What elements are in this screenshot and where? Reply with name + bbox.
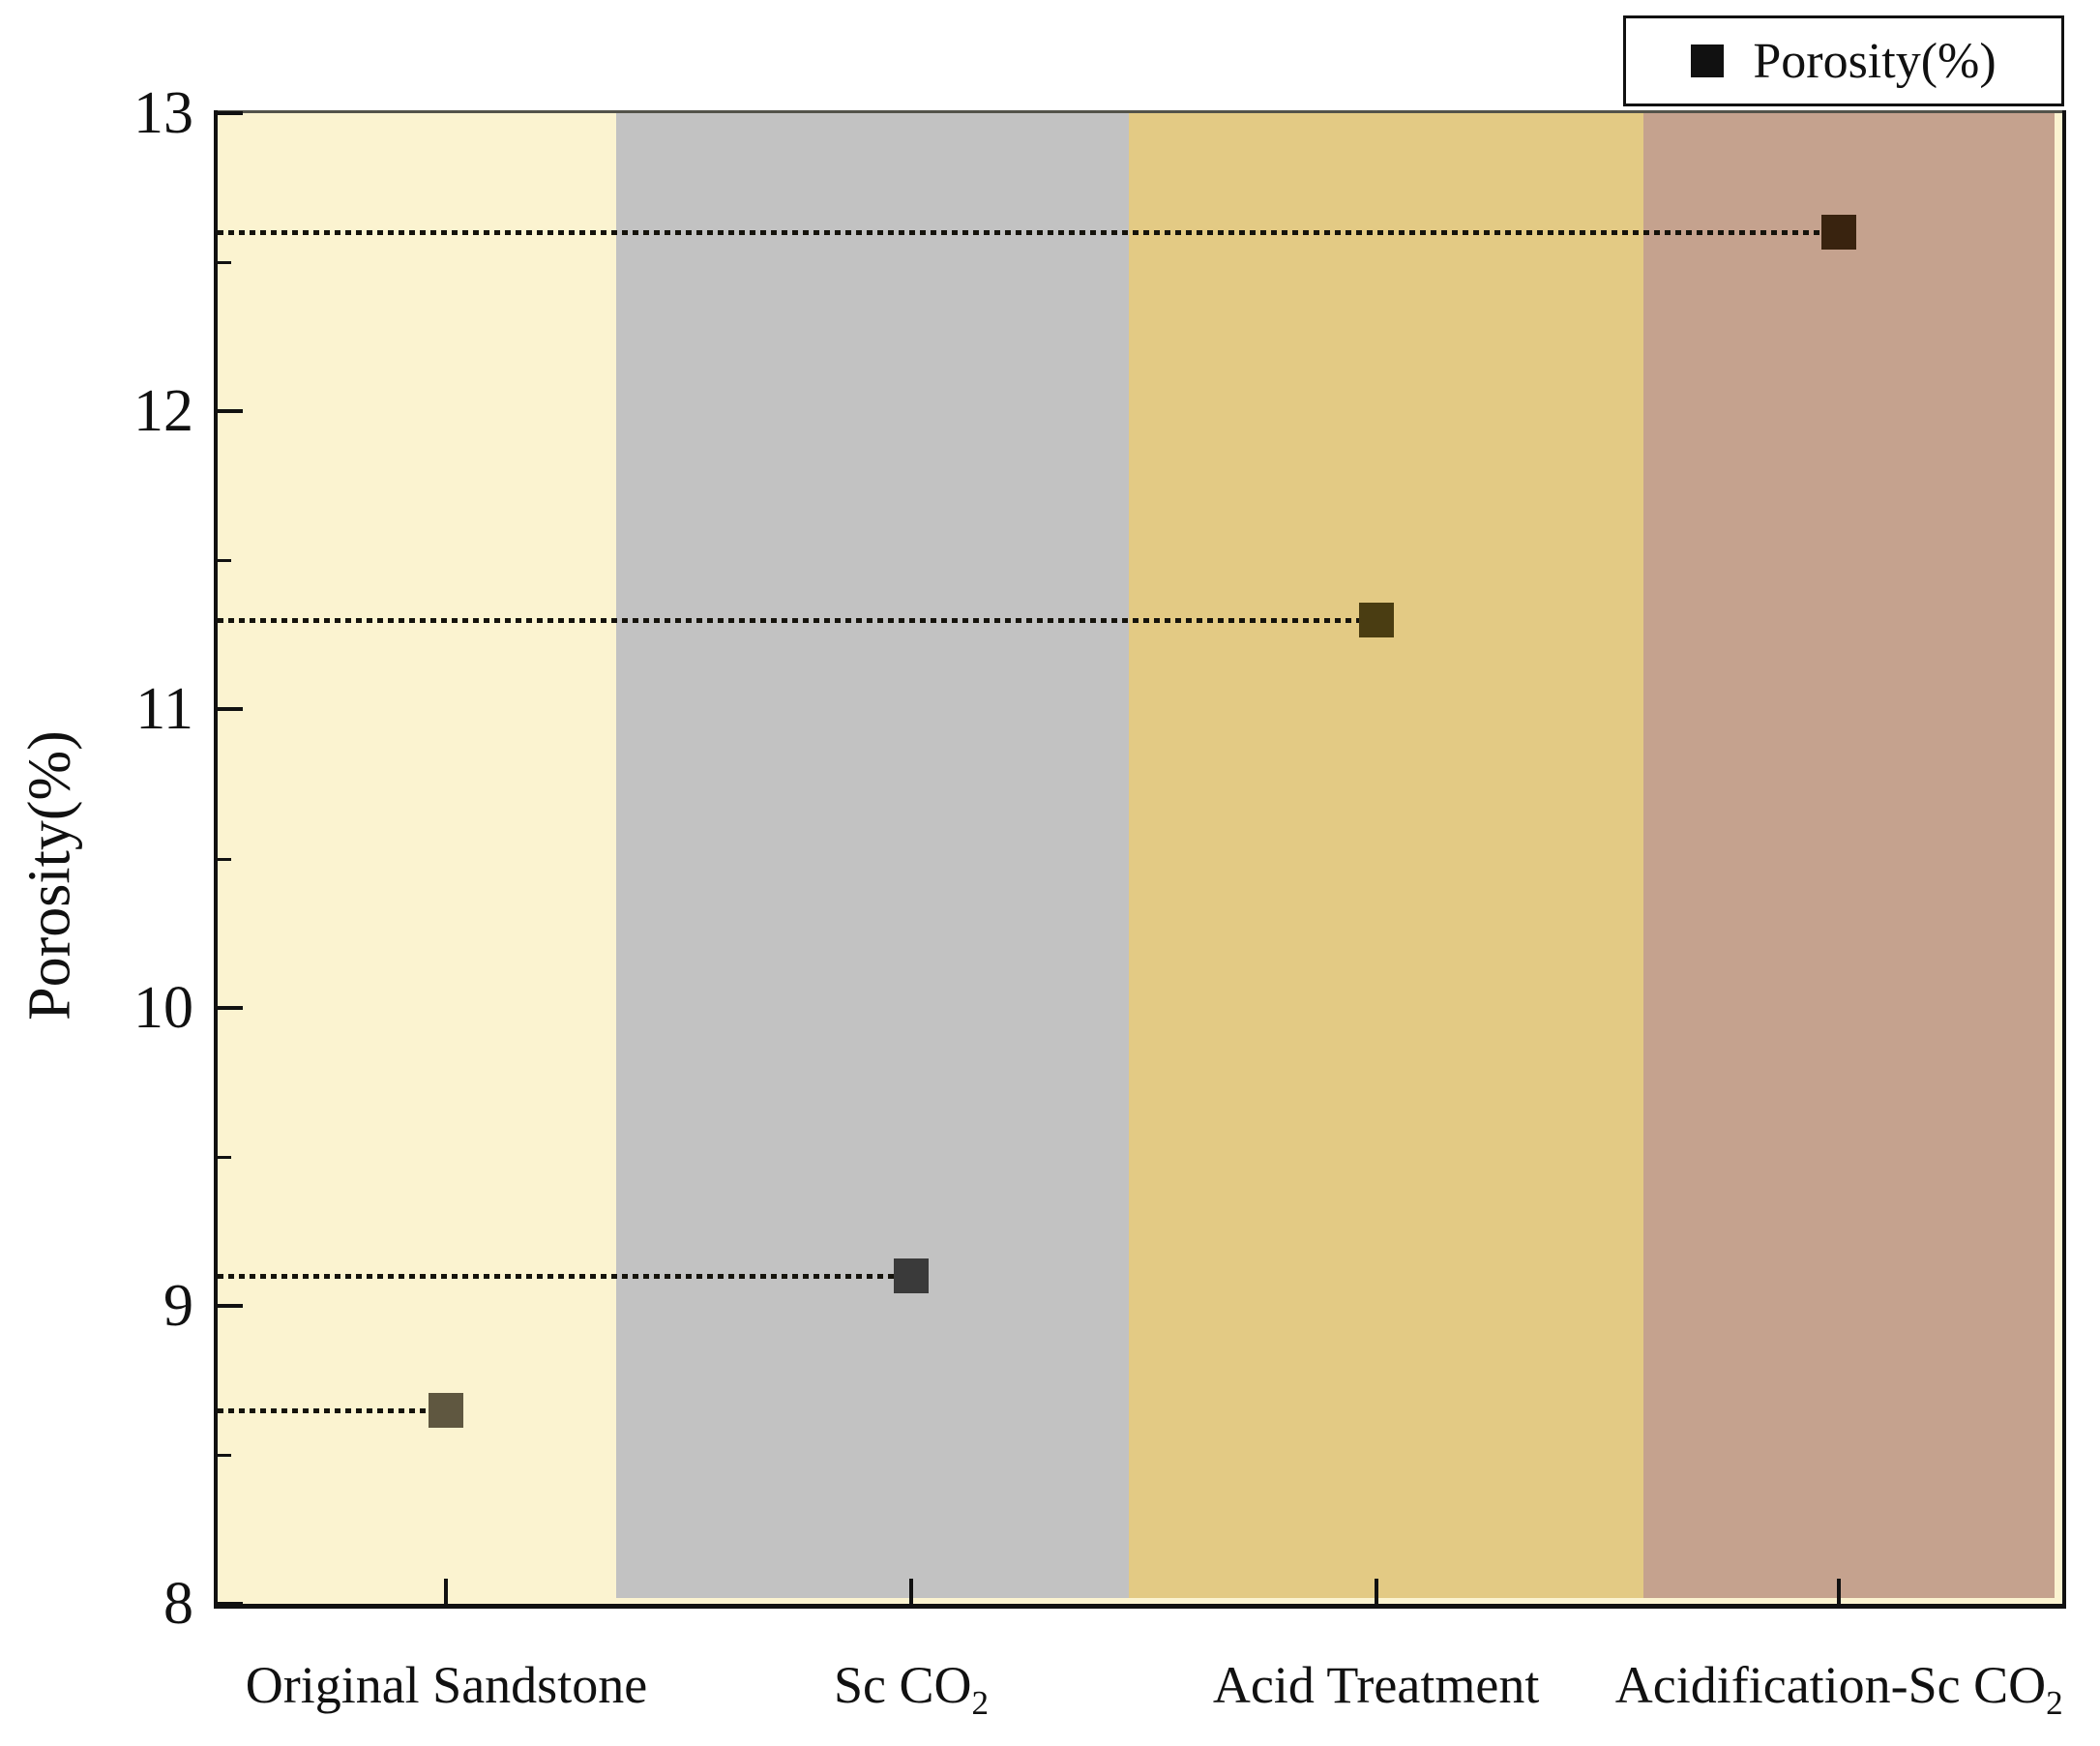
x-tick	[1374, 1579, 1378, 1604]
y-major-tick	[218, 1602, 243, 1606]
y-major-tick	[218, 1303, 243, 1308]
category-background-band	[615, 113, 1130, 1598]
data-point-square-marker	[1821, 215, 1857, 251]
category-background-band	[1129, 113, 1644, 1598]
dotted-guide-line	[218, 1273, 912, 1279]
y-minor-tick	[218, 1155, 231, 1159]
y-tick-label: 8	[163, 1571, 193, 1637]
y-minor-tick	[218, 857, 231, 861]
y-minor-tick	[218, 1453, 231, 1457]
dotted-guide-line	[218, 230, 1840, 236]
data-point-square-marker	[1358, 602, 1394, 637]
x-category-label: Sc CO2	[834, 1656, 990, 1722]
x-tick	[1837, 1579, 1842, 1604]
dotted-guide-line	[218, 1407, 447, 1413]
y-minor-tick	[218, 261, 231, 265]
y-major-tick	[218, 707, 243, 712]
y-tick-label: 12	[133, 378, 193, 445]
plot-area	[214, 110, 2066, 1609]
x-category-label: Acidification-Sc CO2	[1614, 1656, 2063, 1722]
y-axis-line	[214, 110, 218, 1609]
legend: Porosity(%)	[1623, 15, 2064, 106]
y-tick-label: 11	[135, 676, 193, 743]
plot-border-top	[214, 110, 2066, 113]
y-tick-label: 9	[163, 1272, 193, 1339]
y-tick-label: 13	[133, 80, 193, 146]
x-category-label: Acid Treatment	[1212, 1656, 1540, 1714]
category-background-band	[1643, 113, 2056, 1598]
x-tick	[909, 1579, 914, 1604]
legend-label: Porosity(%)	[1753, 33, 1996, 89]
y-major-tick	[218, 1005, 243, 1010]
y-major-tick	[218, 409, 243, 414]
category-background-band	[218, 113, 616, 1598]
y-minor-tick	[218, 559, 231, 563]
legend-square-marker-icon	[1691, 44, 1725, 77]
plot-border-bottom	[214, 1604, 2066, 1609]
plot-border-right	[2062, 110, 2066, 1609]
data-point-square-marker	[429, 1392, 464, 1428]
x-tick	[444, 1579, 449, 1604]
y-tick-label: 10	[133, 974, 193, 1041]
data-point-square-marker	[894, 1258, 930, 1293]
x-category-label: Original Sandstone	[245, 1656, 648, 1714]
y-major-tick	[218, 111, 243, 115]
dotted-guide-line	[218, 617, 1376, 623]
